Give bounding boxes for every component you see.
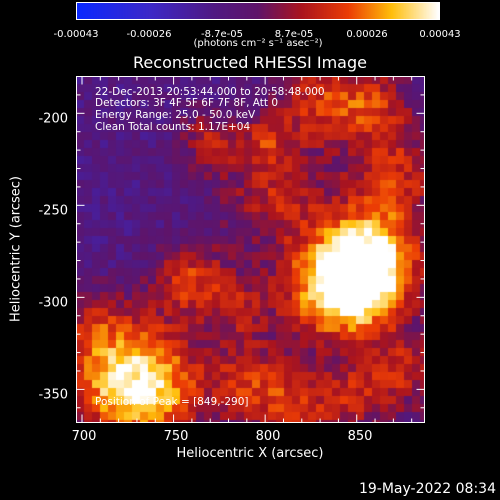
- annotation-peak-position: Position of Peak = [849,-290]: [95, 396, 249, 408]
- y-tick-label: -350: [38, 387, 68, 403]
- annotation-detectors: Detectors: 3F 4F 5F 6F 7F 8F, Att 0: [95, 97, 279, 109]
- y-axis-label: Heliocentric Y (arcsec): [8, 176, 24, 322]
- colorbar: [76, 2, 440, 20]
- x-tick-label: 800: [255, 429, 281, 444]
- plot-frame: [76, 76, 425, 423]
- heatmap-image: [76, 76, 425, 423]
- annotation-time-range: 22-Dec-2013 20:53:44.000 to 20:58:48.000: [95, 86, 325, 98]
- colorbar-tick-label: 0.00043: [419, 29, 461, 40]
- x-tick-label: 700: [71, 429, 97, 444]
- y-tick-label: -250: [38, 203, 68, 219]
- colorbar-tick-label: -8.7e-05: [201, 29, 243, 40]
- x-tick-label: 750: [163, 429, 189, 444]
- colorbar-units: (photons cm⁻² s⁻¹ asec⁻²): [193, 38, 323, 49]
- colorbar-tick-label: 8.7e-05: [274, 29, 314, 40]
- colorbar-tick-label: -0.00026: [126, 29, 172, 40]
- annotation-counts: Clean Total counts: 1.17E+04: [95, 121, 251, 133]
- tick-marks: [76, 76, 425, 423]
- x-axis-label: Heliocentric X (arcsec): [176, 446, 324, 461]
- annotation-energy-range: Energy Range: 25.0 - 50.0 keV: [95, 109, 256, 121]
- colorbar-tick-label: 0.00026: [346, 29, 388, 40]
- timestamp-footer: 19-May-2022 08:34: [358, 481, 496, 497]
- x-tick-label: 850: [347, 429, 373, 444]
- chart-title: Reconstructed RHESSI Image: [133, 53, 367, 72]
- y-tick-label: -300: [38, 295, 68, 311]
- y-tick-label: -200: [38, 111, 68, 127]
- colorbar-tick-label: -0.00043: [53, 29, 99, 40]
